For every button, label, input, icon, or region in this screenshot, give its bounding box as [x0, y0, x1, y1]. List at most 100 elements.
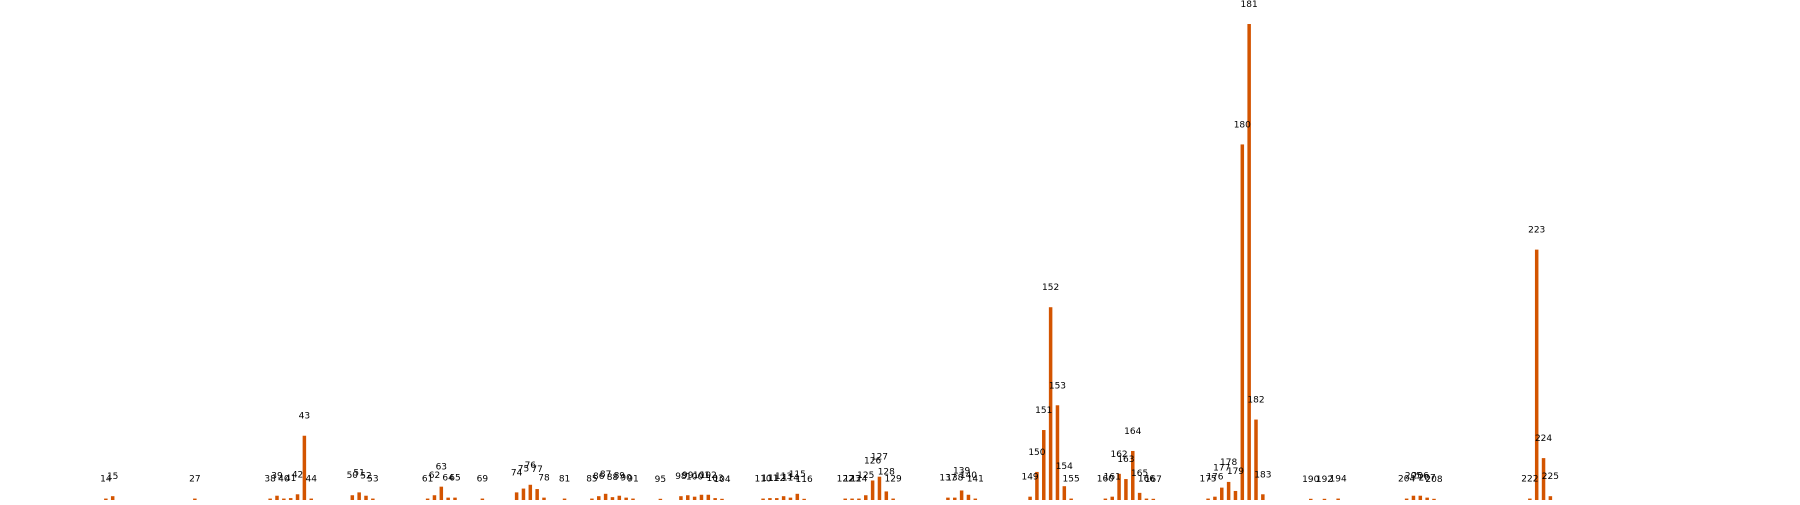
- bar-76: [528, 484, 533, 500]
- data-label-206: 206: [1412, 472, 1429, 482]
- bar-15: [110, 496, 115, 500]
- bar-77: [535, 489, 539, 500]
- bar-180: [1240, 144, 1245, 500]
- data-label-124: 124: [850, 475, 867, 485]
- data-label-181: 181: [1241, 0, 1258, 10]
- bar-112: [775, 498, 779, 500]
- data-label-151: 151: [1035, 406, 1052, 416]
- data-label-76: 76: [525, 461, 537, 471]
- data-label-112: 112: [768, 474, 785, 484]
- data-label-153: 153: [1049, 381, 1066, 391]
- data-label-160: 160: [1097, 475, 1114, 485]
- data-label-179: 179: [1227, 467, 1244, 477]
- data-label-52: 52: [360, 472, 371, 482]
- bar-63: [439, 486, 444, 500]
- bar-81: [562, 498, 567, 500]
- data-label-194: 194: [1330, 475, 1347, 485]
- data-label-61: 61: [422, 475, 433, 485]
- bar-208: [1432, 498, 1436, 500]
- data-label-165: 165: [1131, 469, 1148, 479]
- bar-75: [521, 488, 526, 500]
- data-label-111: 111: [761, 474, 778, 484]
- data-label-205: 205: [1405, 472, 1422, 482]
- bar-127: [877, 476, 882, 500]
- bar-206: [1418, 495, 1423, 500]
- data-label-224: 224: [1535, 434, 1552, 444]
- data-label-140: 140: [960, 471, 977, 481]
- bar-86: [597, 496, 601, 500]
- bar-177: [1220, 487, 1224, 500]
- bar-138: [953, 497, 957, 500]
- bar-152: [1048, 307, 1053, 500]
- data-label-190: 190: [1302, 475, 1319, 485]
- bar-62: [432, 495, 437, 500]
- bar-78: [542, 497, 546, 500]
- bar-165: [1137, 492, 1142, 500]
- bar-192: [1322, 498, 1327, 500]
- data-label-128: 128: [878, 467, 895, 477]
- bar-41: [288, 498, 293, 500]
- bar-223: [1534, 249, 1539, 500]
- bar-52: [364, 495, 368, 500]
- data-label-113: 113: [775, 472, 792, 482]
- bar-160: [1103, 498, 1108, 500]
- data-label-98: 98: [675, 472, 687, 482]
- bar-69: [480, 498, 485, 500]
- bar-224: [1541, 458, 1546, 500]
- data-label-86: 86: [593, 472, 605, 482]
- data-label-167: 167: [1145, 475, 1162, 485]
- data-label-90: 90: [620, 474, 632, 484]
- data-label-208: 208: [1425, 475, 1442, 485]
- data-label-125: 125: [857, 471, 874, 481]
- bars-layer: [104, 24, 1553, 500]
- data-label-161: 161: [1104, 473, 1121, 483]
- bar-111: [768, 498, 772, 500]
- data-label-166: 166: [1138, 475, 1155, 485]
- bar-139: [959, 490, 964, 500]
- bar-181: [1247, 24, 1251, 500]
- bar-151: [1042, 430, 1046, 500]
- bar-74: [514, 492, 519, 500]
- bar-102: [706, 494, 711, 500]
- data-label-137: 137: [939, 474, 956, 484]
- data-label-223: 223: [1528, 226, 1545, 236]
- bar-153: [1055, 405, 1060, 500]
- bar-113: [781, 496, 786, 500]
- data-label-115: 115: [789, 470, 806, 480]
- data-label-192: 192: [1316, 475, 1333, 485]
- bar-64: [446, 497, 450, 500]
- bar-140: [966, 494, 971, 500]
- data-label-78: 78: [538, 474, 550, 484]
- bar-99: [686, 495, 690, 500]
- data-label-138: 138: [946, 474, 963, 484]
- data-label-91: 91: [627, 475, 638, 485]
- data-label-123: 123: [843, 475, 860, 485]
- bar-122: [843, 498, 847, 500]
- data-label-116: 116: [796, 475, 813, 485]
- data-label-65: 65: [449, 474, 460, 484]
- data-label-103: 103: [707, 474, 724, 484]
- bar-126: [870, 480, 875, 500]
- bar-50: [350, 495, 355, 500]
- data-label-126: 126: [864, 456, 881, 466]
- data-label-175: 175: [1199, 475, 1216, 485]
- data-label-89: 89: [614, 472, 626, 482]
- bar-163: [1124, 479, 1128, 500]
- bar-101: [699, 494, 704, 500]
- data-label-129: 129: [885, 475, 902, 485]
- bar-204: [1404, 498, 1409, 500]
- bar-104: [720, 498, 724, 500]
- data-label-99: 99: [682, 471, 694, 481]
- data-label-182: 182: [1247, 396, 1264, 406]
- bar-90: [624, 497, 628, 500]
- data-label-154: 154: [1056, 462, 1073, 472]
- bar-39: [275, 495, 279, 500]
- bar-95: [658, 498, 663, 500]
- data-label-177: 177: [1213, 464, 1230, 474]
- bar-124: [857, 498, 861, 500]
- data-label-149: 149: [1021, 473, 1038, 483]
- data-label-43: 43: [299, 412, 310, 422]
- data-label-150: 150: [1028, 448, 1045, 458]
